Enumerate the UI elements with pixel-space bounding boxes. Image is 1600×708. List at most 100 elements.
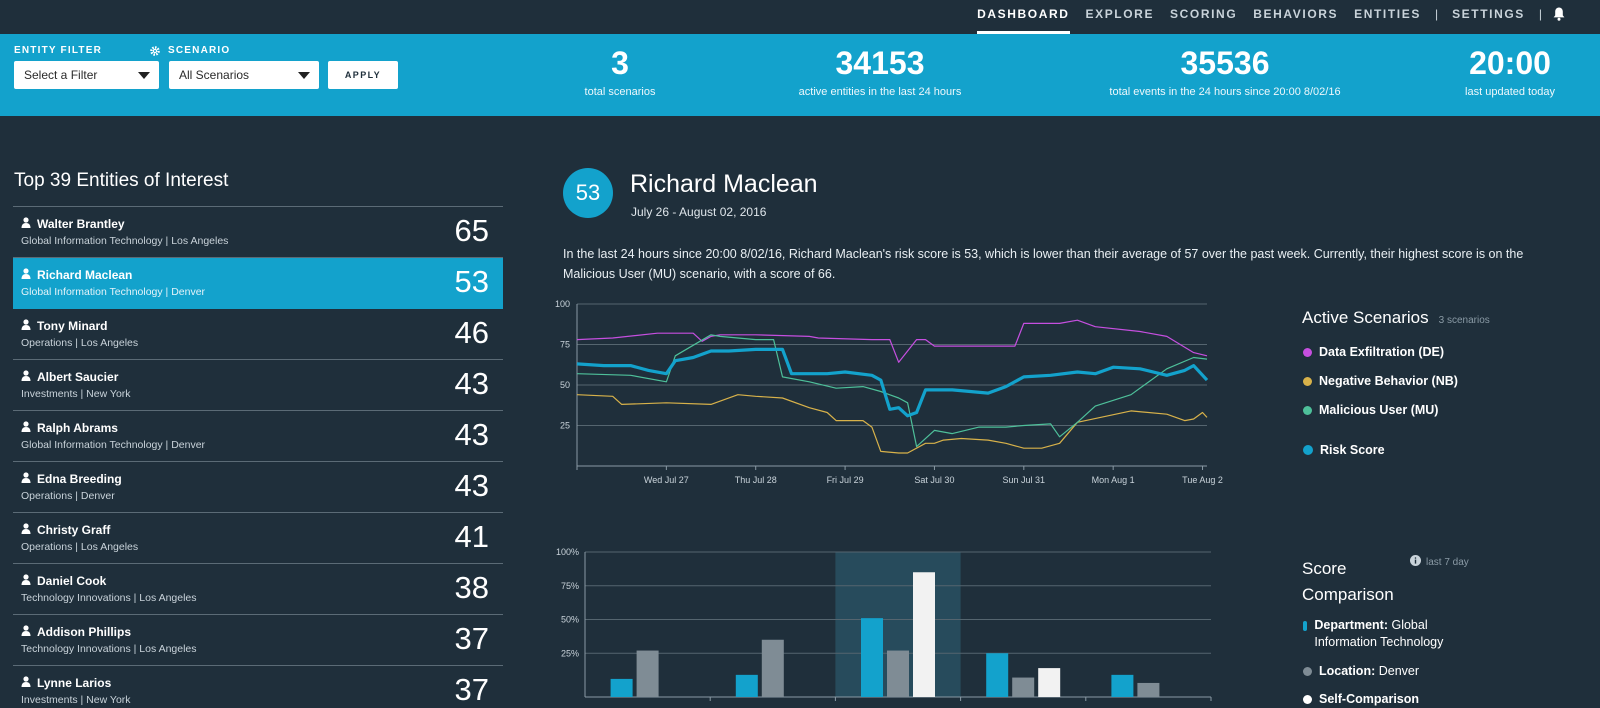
legend-dot	[1303, 347, 1312, 357]
nav-settings[interactable]: SETTINGS	[1452, 7, 1525, 21]
entity-row[interactable]: Daniel Cook Technology Innovations | Los …	[13, 564, 503, 615]
entity-name-text: Addison Phillips	[37, 625, 132, 639]
comparison-value: Denver	[1378, 664, 1420, 678]
legend-dot	[1303, 405, 1312, 415]
entity-row[interactable]: Albert Saucier Investments | New York 43	[13, 360, 503, 411]
gear-icon[interactable]	[149, 44, 161, 62]
entity-row[interactable]: Lynne Larios Investments | New York 37	[13, 666, 503, 708]
user-icon	[21, 676, 31, 690]
entity-filter-select[interactable]: Select a Filter	[14, 61, 159, 89]
legend-data-exfiltration[interactable]: Data Exfiltration (DE)	[1303, 345, 1444, 359]
legend-dot	[1303, 695, 1312, 704]
active-scenarios-title: Active Scenarios 3 scenarios	[1302, 308, 1490, 328]
entity-name-text: Christy Graff	[37, 523, 111, 537]
entities-list-title: Top 39 Entities of Interest	[14, 170, 229, 191]
entity-name: Ralph Abrams	[21, 421, 495, 435]
comparison-key: Self-Comparison	[1319, 692, 1420, 706]
comparison-key: Location:	[1319, 664, 1376, 678]
entity-name-text: Richard Maclean	[37, 268, 133, 282]
entity-row[interactable]: Tony Minard Operations | Los Angeles 46	[13, 309, 503, 360]
comparison-self: Self-Comparison	[1303, 691, 1419, 708]
stat-label: last updated today	[1465, 86, 1555, 98]
bar	[1012, 677, 1035, 697]
entity-name: Albert Saucier	[21, 370, 495, 384]
series-line-4	[576, 347, 1209, 418]
legend-label: Risk Score	[1320, 443, 1385, 457]
bar	[761, 639, 784, 697]
comparison-period: last 7 day	[1410, 555, 1469, 569]
nav-scoring[interactable]: SCORING	[1170, 7, 1238, 21]
nav-dashboard[interactable]: DASHBOARD	[969, 0, 1077, 34]
entity-filter-label: ENTITY FILTER	[14, 45, 103, 56]
user-icon	[21, 421, 31, 435]
entity-row[interactable]: Walter Brantley Global Information Techno…	[13, 207, 503, 258]
x-tick-label: Fri Jul 29	[827, 475, 864, 485]
caret-down-icon	[138, 72, 150, 79]
entity-score: 43	[454, 366, 489, 401]
nav-entities[interactable]: ENTITIES	[1354, 7, 1421, 21]
user-icon	[21, 574, 31, 588]
legend-risk-score[interactable]: Risk Score	[1303, 443, 1385, 457]
x-tick-label: Sat Jul 30	[914, 475, 954, 485]
y-tick-label: 50%	[561, 615, 579, 625]
entity-row[interactable]: Addison Phillips Technology Innovations |…	[13, 615, 503, 666]
stat-value: 34153	[835, 45, 925, 81]
comparison-key: Department:	[1314, 618, 1388, 632]
comparison-period-label: last 7 day	[1426, 556, 1469, 568]
stat-total-scenarios: 3 total scenarios	[520, 44, 720, 98]
entity-name-text: Ralph Abrams	[37, 421, 118, 435]
series-line-2	[576, 394, 1208, 454]
stats-bar: ENTITY FILTER SCENARIO Select a Filter A…	[0, 34, 1600, 116]
entity-name: Daniel Cook	[21, 574, 495, 588]
bar	[636, 650, 659, 697]
bell-icon[interactable]	[1548, 0, 1570, 34]
user-icon	[21, 625, 31, 639]
legend-label: Malicious User (MU)	[1319, 403, 1439, 417]
entity-department: Technology Innovations | Los Angeles	[21, 643, 197, 655]
entity-department: Global Information Technology | Denver	[21, 286, 206, 298]
user-icon	[21, 319, 31, 333]
entity-name: Christy Graff	[21, 523, 495, 537]
bar	[861, 618, 883, 697]
x-tick-label: Tue Aug 2	[1182, 475, 1223, 485]
entity-name: Addison Phillips	[21, 625, 495, 639]
apply-button[interactable]: APPLY	[328, 61, 398, 89]
entity-name-text: Tony Minard	[37, 319, 108, 333]
bar	[1137, 682, 1160, 697]
legend-malicious-user[interactable]: Malicious User (MU)	[1303, 403, 1438, 417]
y-tick-label: 50	[560, 380, 570, 390]
scenario-value: All Scenarios	[179, 68, 250, 82]
entity-department: Technology Innovations | Los Angeles	[21, 592, 197, 604]
entity-row[interactable]: Christy Graff Operations | Los Angeles 41	[13, 513, 503, 564]
entity-row[interactable]: Richard Maclean Global Information Techno…	[13, 258, 503, 309]
series-line-1	[576, 319, 1208, 363]
info-icon[interactable]	[1410, 555, 1421, 569]
bar	[986, 653, 1009, 697]
user-icon	[21, 370, 31, 384]
y-tick-label: 25	[560, 421, 570, 431]
comparison-value: Global Information Technology	[1314, 618, 1444, 649]
x-tick-label: Sun Jul 31	[1003, 475, 1046, 485]
entity-name-text: Lynne Larios	[37, 676, 112, 690]
entity-department: Investments | New York	[21, 694, 131, 706]
legend-negative-behavior[interactable]: Negative Behavior (NB)	[1303, 374, 1458, 388]
series-line-3	[576, 334, 1208, 448]
nav-explore[interactable]: EXPLORE	[1085, 7, 1155, 21]
entity-row[interactable]: Ralph Abrams Global Information Technolog…	[13, 411, 503, 462]
nav-separator-2: |	[1538, 7, 1542, 21]
comparison-location: Location: Denver	[1303, 663, 1419, 680]
bar	[913, 572, 935, 697]
scenario-select[interactable]: All Scenarios	[169, 61, 319, 89]
entity-name: Lynne Larios	[21, 676, 495, 690]
legend-dot	[1303, 376, 1312, 386]
stat-label: active entities in the last 24 hours	[798, 86, 962, 98]
entity-department: Operations | Los Angeles	[21, 541, 139, 553]
nav-behaviors[interactable]: BEHAVIORS	[1253, 7, 1339, 21]
entity-filter-value: Select a Filter	[24, 68, 98, 82]
entity-score: 38	[454, 570, 489, 605]
bar	[1038, 668, 1061, 697]
legend-label: Negative Behavior (NB)	[1319, 374, 1458, 388]
entity-row[interactable]: Edna Breeding Operations | Denver 43	[13, 462, 503, 513]
risk-line-chart: 100 75 50 25 Wed Jul 27 Thu Jul 28 Fri Jul 29 S…	[555, 299, 1223, 485]
user-icon	[21, 268, 31, 282]
